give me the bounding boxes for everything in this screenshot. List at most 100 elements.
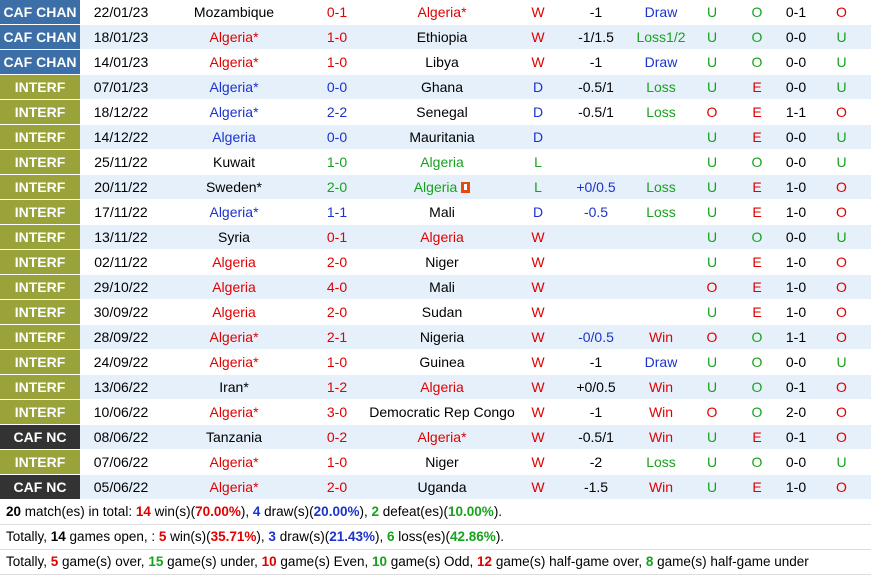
home-team[interactable]: Algeria* [209, 454, 259, 470]
match-row[interactable]: INTERF 07/06/22 Algeria* 1-0 Niger W -2 Loss U O 0… [0, 449, 871, 475]
competition-badge[interactable]: INTERF [0, 449, 80, 475]
match-row[interactable]: INTERF 14/12/22 Algeria 0-0 Mauritania D U E 0-0… [0, 124, 871, 150]
home-team[interactable]: Kuwait [212, 154, 256, 170]
away-team[interactable]: Mauritania [409, 129, 475, 145]
home-team[interactable]: Algeria* [209, 479, 259, 495]
home-team[interactable]: Sweden* [205, 179, 263, 195]
home-team[interactable]: Algeria* [209, 104, 259, 120]
home-team[interactable]: Algeria* [209, 29, 259, 45]
competition-badge[interactable]: INTERF [0, 399, 80, 425]
away-team[interactable]: Algeria [420, 379, 464, 395]
handicap: -1 [589, 54, 603, 70]
home-team[interactable]: Algeria* [209, 79, 259, 95]
away-team[interactable]: Niger [425, 454, 459, 470]
match-row[interactable]: CAF CHAN 22/01/23 Mozambique 0-1 Algeria* W -1… [0, 0, 871, 25]
competition-badge[interactable]: CAF CHAN [0, 24, 80, 50]
cell-half-time-score: 1-0 [780, 474, 812, 500]
match-row[interactable]: CAF CHAN 14/01/23 Algeria* 1-0 Libya W -1 Draw U… [0, 49, 871, 75]
competition-badge[interactable]: INTERF [0, 124, 80, 150]
home-team[interactable]: Algeria* [209, 329, 259, 345]
cell-away-team: Algeria* [368, 0, 516, 25]
half-time-score: 0-0 [785, 54, 807, 70]
score: 2-0 [326, 254, 348, 270]
competition-badge[interactable]: INTERF [0, 299, 80, 325]
away-team[interactable]: Mali [429, 204, 455, 220]
away-team[interactable]: Ethiopia [416, 29, 468, 45]
match-row[interactable]: INTERF 13/11/22 Syria 0-1 Algeria W U O 0-0 U [0, 224, 871, 250]
away-team[interactable]: Algeria [420, 229, 464, 245]
odd-even: E [752, 179, 762, 195]
competition-badge[interactable]: CAF CHAN [0, 49, 80, 75]
home-team[interactable]: Algeria* [209, 204, 259, 220]
home-team[interactable]: Algeria* [209, 404, 259, 420]
competition-badge[interactable]: INTERF [0, 224, 80, 250]
match-row[interactable]: INTERF 28/09/22 Algeria* 2-1 Nigeria W -0/0.5 W… [0, 324, 871, 350]
home-team[interactable]: Algeria [212, 304, 256, 320]
home-team[interactable]: Mozambique [193, 4, 275, 20]
match-row[interactable]: INTERF 18/12/22 Algeria* 2-2 Senegal D -0.5/1 L… [0, 99, 871, 125]
competition-badge[interactable]: INTERF [0, 199, 80, 225]
home-team[interactable]: Algeria [212, 254, 256, 270]
competition-badge[interactable]: INTERF [0, 99, 80, 125]
match-row[interactable]: CAF NC 08/06/22 Tanzania 0-2 Algeria* W -0.5/1… [0, 424, 871, 450]
half-time-over-under: O [836, 404, 847, 420]
half-time-score: 1-0 [785, 254, 807, 270]
competition-badge[interactable]: CAF NC [0, 474, 80, 500]
match-row[interactable]: INTERF 10/06/22 Algeria* 3-0 Democratic Rep … [0, 399, 871, 425]
games-over: 5 [50, 554, 59, 569]
match-row[interactable]: INTERF 07/01/23 Algeria* 0-0 Ghana D -0.5/1 Los… [0, 74, 871, 100]
competition-badge[interactable]: INTERF [0, 174, 80, 200]
competition-badge[interactable]: CAF CHAN [0, 0, 80, 25]
home-team[interactable]: Iran* [219, 379, 249, 395]
away-team[interactable]: Algeria [420, 154, 464, 170]
match-row[interactable]: CAF CHAN 18/01/23 Algeria* 1-0 Ethiopia W -1/1… [0, 24, 871, 50]
home-team[interactable]: Algeria* [209, 54, 259, 70]
score: 0-2 [326, 429, 348, 445]
competition-badge[interactable]: INTERF [0, 249, 80, 275]
win-percent: 70.00% [195, 504, 241, 519]
home-team[interactable]: Algeria [212, 129, 256, 145]
home-team[interactable]: Syria [218, 229, 250, 245]
home-team[interactable]: Algeria [212, 279, 256, 295]
result: W [531, 354, 545, 370]
away-team[interactable]: Senegal [416, 104, 468, 120]
away-team[interactable]: Niger [425, 254, 459, 270]
match-row[interactable]: INTERF 02/11/22 Algeria 2-0 Niger W U E 1-0 O [0, 249, 871, 275]
match-row[interactable]: INTERF 25/11/22 Kuwait 1-0 Algeria L U O 0-0 U [0, 149, 871, 175]
away-team[interactable]: Guinea [419, 354, 465, 370]
match-date: 13/11/22 [94, 229, 148, 245]
away-team[interactable]: Ghana [420, 79, 464, 95]
competition-badge[interactable]: INTERF [0, 149, 80, 175]
match-row[interactable]: INTERF 17/11/22 Algeria* 1-1 Mali D -0.5 Loss U E… [0, 199, 871, 225]
home-team[interactable]: Tanzania [205, 429, 263, 445]
match-row[interactable]: INTERF 13/06/22 Iran* 1-2 Algeria W +0/0.5 Win U… [0, 374, 871, 400]
away-team[interactable]: Uganda [417, 479, 467, 495]
cell-over-under: U [690, 474, 734, 500]
away-team[interactable]: Libya [425, 54, 459, 70]
match-row[interactable]: INTERF 29/10/22 Algeria 4-0 Mali W O E 1-0 O [0, 274, 871, 300]
competition-badge[interactable]: INTERF [0, 349, 80, 375]
match-row[interactable]: INTERF 30/09/22 Algeria 2-0 Sudan W U E 1-0 O [0, 299, 871, 325]
competition-badge[interactable]: INTERF [0, 324, 80, 350]
away-team[interactable]: Nigeria [419, 329, 465, 345]
competition-badge[interactable]: INTERF [0, 274, 80, 300]
cell-half-time-over-under: O [812, 249, 871, 275]
competition-badge[interactable]: INTERF [0, 74, 80, 100]
competition-badge[interactable]: INTERF [0, 374, 80, 400]
handicap-result: Draw [644, 54, 678, 70]
match-row[interactable]: CAF NC 05/06/22 Algeria* 2-0 Uganda W -1.5 Win U… [0, 474, 871, 500]
cell-match-date: 17/11/22 [80, 199, 162, 225]
cell-away-team: Mali [368, 199, 516, 225]
match-row[interactable]: INTERF 24/09/22 Algeria* 1-0 Guinea W -1 Draw U O… [0, 349, 871, 375]
cell-match-date: 22/01/23 [80, 0, 162, 25]
competition-badge[interactable]: CAF NC [0, 424, 80, 450]
away-team[interactable]: Algeria* [417, 429, 467, 445]
match-row[interactable]: INTERF 20/11/22 Sweden* 2-0 Algeria L +0/0.5 Lo… [0, 174, 871, 200]
away-team[interactable]: Algeria* [417, 4, 467, 20]
cell-handicap-result: Draw [632, 0, 690, 25]
home-team[interactable]: Algeria* [209, 354, 259, 370]
away-team[interactable]: Mali [429, 279, 455, 295]
away-team[interactable]: Sudan [421, 304, 463, 320]
away-team[interactable]: Algeria [413, 179, 458, 195]
away-team[interactable]: Democratic Rep Congo [369, 404, 515, 420]
